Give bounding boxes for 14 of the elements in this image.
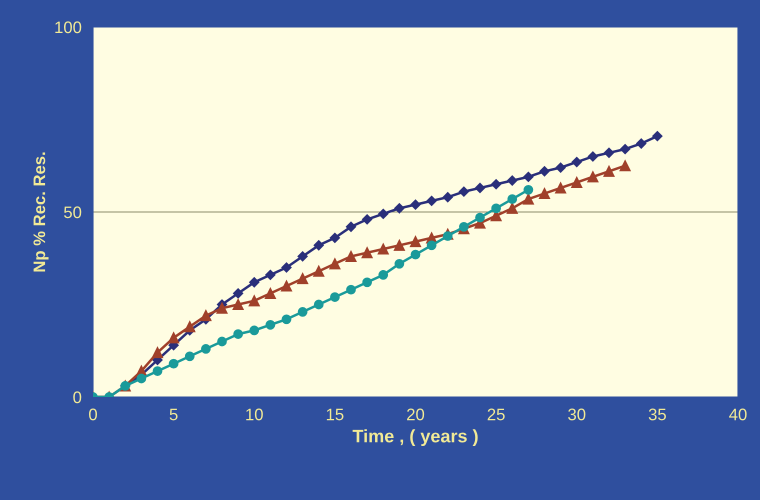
x-tick-label: 15 [326, 408, 344, 420]
x-tick-label: 35 [648, 408, 666, 420]
y-tick-label: 50 [64, 206, 82, 218]
x-tick-label: 0 [89, 408, 97, 420]
y-tick-label: 0 [73, 391, 82, 404]
x-tick-label: 10 [246, 408, 263, 420]
x-tick-label: 5 [170, 408, 178, 420]
x-tick-label: 25 [488, 408, 505, 420]
x-tick-label: 20 [407, 408, 424, 420]
x-tick-label: 30 [568, 408, 586, 420]
x-tick-label: 40 [729, 408, 747, 420]
y-tick-label: 100 [55, 21, 82, 34]
x-axis-title: Time , ( years ) [352, 429, 478, 446]
y-axis-title: Np % Rec. Res. [33, 152, 49, 272]
